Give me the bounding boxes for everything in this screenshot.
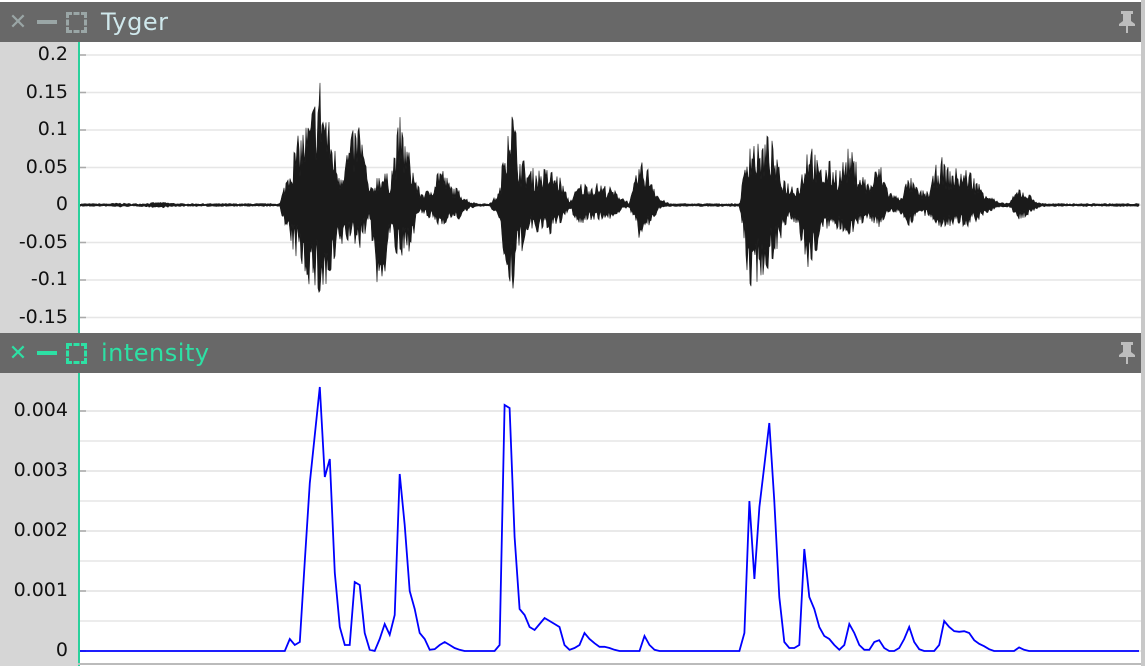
- y-tick-label: 0.15: [25, 80, 68, 103]
- y-tick-label: 0: [55, 193, 68, 215]
- minimize-icon[interactable]: [36, 11, 58, 33]
- waveform-area: [80, 82, 1140, 293]
- pin-icon[interactable]: [1117, 10, 1137, 34]
- intensity-line: [80, 386, 1139, 653]
- waveform-plot[interactable]: [80, 42, 1141, 333]
- y-tick-label: -0.1: [30, 268, 68, 290]
- y-tick-label: 0.003: [13, 459, 68, 481]
- y-tick-label: 0: [55, 639, 68, 661]
- y-axis-gutter: [0, 42, 78, 333]
- y-axis-line: [78, 373, 80, 666]
- y-tick-label: 0.05: [25, 155, 68, 178]
- panel-title: intensity: [101, 339, 210, 367]
- scrollbar[interactable]: [1141, 0, 1145, 666]
- y-tick-label: 0.2: [37, 43, 68, 65]
- maximize-icon[interactable]: [65, 11, 87, 33]
- waveform-panel: ✕ Tyger 0.2 0.15 0.1 0.05 0 -0.05 -0.1 -0.15: [0, 0, 1141, 333]
- maximize-icon[interactable]: [65, 342, 87, 364]
- panel-title: Tyger: [101, 8, 169, 36]
- y-axis-line: [78, 42, 80, 333]
- minimize-icon[interactable]: [36, 342, 58, 364]
- x-axis-line: [78, 663, 1141, 665]
- y-tick-label: 0.002: [13, 519, 68, 541]
- pin-icon[interactable]: [1117, 341, 1137, 365]
- intensity-header: ✕ intensity: [0, 333, 1141, 373]
- waveform-header: ✕ Tyger: [0, 2, 1141, 42]
- y-axis-gutter: [0, 373, 78, 666]
- y-tick-label: -0.05: [18, 230, 68, 253]
- y-tick-label: 0.004: [13, 399, 68, 421]
- close-icon[interactable]: ✕: [8, 340, 28, 366]
- y-tick-label: 0.001: [13, 579, 68, 601]
- intensity-plot[interactable]: [80, 373, 1141, 663]
- close-icon[interactable]: ✕: [8, 9, 28, 35]
- y-tick-label: 0.1: [37, 118, 68, 140]
- y-tick-label: -0.15: [18, 305, 68, 328]
